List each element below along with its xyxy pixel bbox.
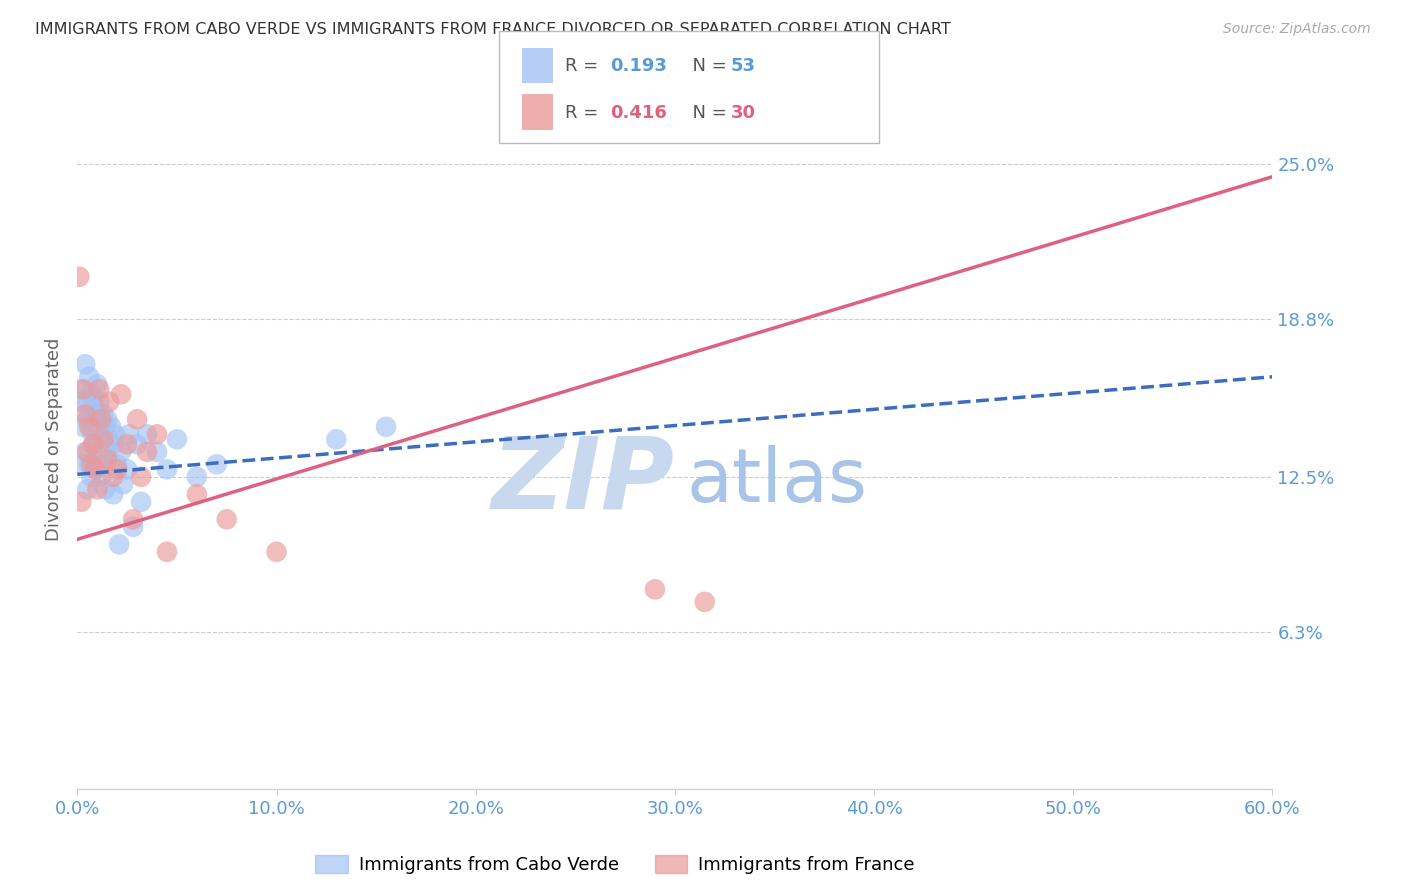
Point bbox=[96, 412, 118, 426]
Point bbox=[375, 419, 398, 434]
Point bbox=[67, 394, 90, 409]
Point bbox=[129, 495, 152, 509]
Point bbox=[82, 437, 104, 451]
Point bbox=[82, 437, 104, 451]
Point bbox=[70, 495, 93, 509]
Point bbox=[105, 458, 128, 472]
Point bbox=[76, 445, 98, 459]
Point bbox=[136, 445, 159, 459]
Point bbox=[122, 512, 145, 526]
Point bbox=[86, 377, 108, 392]
Point bbox=[215, 512, 238, 526]
Text: 0.193: 0.193 bbox=[610, 57, 666, 76]
Point bbox=[644, 582, 666, 597]
Point bbox=[166, 433, 188, 447]
Point bbox=[136, 427, 159, 442]
Point bbox=[146, 445, 169, 459]
Point bbox=[693, 595, 716, 609]
Y-axis label: Divorced or Separated: Divorced or Separated bbox=[45, 338, 63, 541]
Point bbox=[76, 394, 98, 409]
Point bbox=[110, 445, 132, 459]
Point bbox=[266, 545, 288, 559]
Point bbox=[84, 407, 107, 421]
Point bbox=[105, 462, 128, 476]
Point bbox=[94, 483, 117, 497]
Point bbox=[67, 269, 90, 284]
Point bbox=[89, 382, 111, 396]
Point bbox=[72, 382, 94, 396]
Point bbox=[90, 412, 112, 426]
Text: 30: 30 bbox=[731, 103, 756, 121]
Text: R =: R = bbox=[565, 57, 605, 76]
Point bbox=[90, 470, 112, 484]
Point bbox=[103, 437, 124, 451]
Point bbox=[75, 445, 97, 459]
Point bbox=[75, 357, 97, 371]
Point bbox=[80, 470, 103, 484]
Point bbox=[112, 477, 135, 491]
Point bbox=[79, 458, 101, 472]
Point bbox=[156, 545, 179, 559]
Point bbox=[80, 425, 103, 439]
Point bbox=[75, 407, 97, 421]
Point bbox=[76, 483, 98, 497]
Point bbox=[96, 445, 118, 459]
Point bbox=[91, 407, 114, 421]
Point bbox=[115, 437, 138, 451]
Text: Source: ZipAtlas.com: Source: ZipAtlas.com bbox=[1223, 22, 1371, 37]
Point bbox=[70, 382, 93, 396]
Point bbox=[118, 427, 141, 442]
Point bbox=[79, 369, 101, 384]
Point bbox=[115, 462, 138, 476]
Text: N =: N = bbox=[681, 103, 733, 121]
Text: atlas: atlas bbox=[688, 445, 868, 518]
Point bbox=[80, 458, 103, 472]
Point bbox=[104, 427, 127, 442]
Point bbox=[84, 462, 107, 476]
Point bbox=[72, 458, 94, 472]
Point bbox=[84, 462, 107, 476]
Text: IMMIGRANTS FROM CABO VERDE VS IMMIGRANTS FROM FRANCE DIVORCED OR SEPARATED CORRE: IMMIGRANTS FROM CABO VERDE VS IMMIGRANTS… bbox=[35, 22, 950, 37]
Point bbox=[129, 470, 152, 484]
Point bbox=[91, 433, 114, 447]
Text: R =: R = bbox=[565, 103, 605, 121]
Point bbox=[205, 458, 228, 472]
Point bbox=[89, 394, 111, 409]
Point bbox=[98, 394, 121, 409]
Point bbox=[82, 394, 104, 409]
Point bbox=[127, 412, 149, 426]
Point bbox=[186, 470, 208, 484]
Text: N =: N = bbox=[681, 57, 733, 76]
Point bbox=[91, 452, 114, 467]
Point bbox=[156, 462, 179, 476]
Point bbox=[94, 419, 117, 434]
Text: 53: 53 bbox=[731, 57, 756, 76]
Point bbox=[86, 483, 108, 497]
Point bbox=[186, 487, 208, 501]
Point bbox=[79, 407, 101, 421]
Point bbox=[79, 419, 101, 434]
Point bbox=[98, 433, 121, 447]
Point bbox=[146, 427, 169, 442]
Point bbox=[103, 487, 124, 501]
Point bbox=[90, 412, 112, 426]
Point bbox=[86, 433, 108, 447]
Point bbox=[325, 433, 347, 447]
Point bbox=[89, 458, 111, 472]
Point bbox=[127, 437, 149, 451]
Point bbox=[80, 387, 103, 401]
Point bbox=[100, 419, 122, 434]
Point bbox=[110, 387, 132, 401]
Text: 0.416: 0.416 bbox=[610, 103, 666, 121]
Point bbox=[72, 419, 94, 434]
Point bbox=[103, 470, 124, 484]
Point bbox=[76, 412, 98, 426]
Point bbox=[122, 520, 145, 534]
Legend: Immigrants from Cabo Verde, Immigrants from France: Immigrants from Cabo Verde, Immigrants f… bbox=[308, 847, 922, 881]
Text: ZIP: ZIP bbox=[492, 433, 675, 530]
Point bbox=[108, 537, 131, 551]
Point bbox=[96, 452, 118, 467]
